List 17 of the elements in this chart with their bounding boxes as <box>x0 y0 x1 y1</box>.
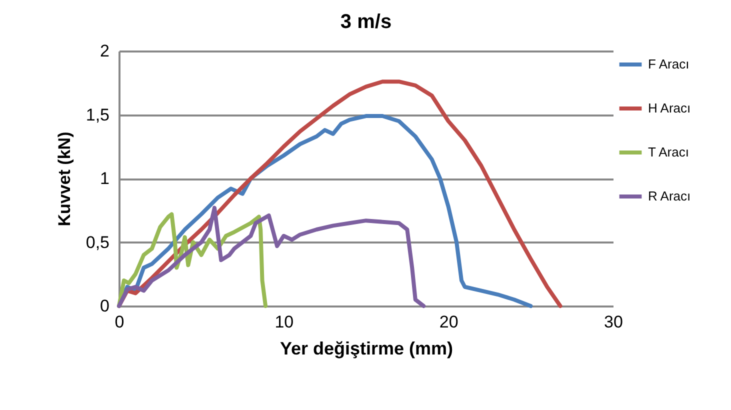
legend-label: R Aracı <box>648 188 691 204</box>
y-axis-title: Kuvvet (kN) <box>54 132 74 226</box>
x-tick-label: 0 <box>114 312 124 332</box>
y-tick-label: 1 <box>100 169 110 188</box>
chart-title: 3 m/s <box>340 11 392 33</box>
legend-label: F Aracı <box>648 56 690 72</box>
y-tick-label: 0,5 <box>86 232 110 252</box>
x-tick-label: 30 <box>604 312 623 332</box>
line-series <box>117 206 426 308</box>
x-tick-label: 20 <box>439 312 458 332</box>
x-axis-title: Yer değiştirme (mm) <box>280 338 454 358</box>
y-tick-label: 0 <box>100 296 110 316</box>
y-tick-label: 2 <box>100 42 110 60</box>
x-tick-label: 10 <box>274 312 294 332</box>
legend-label: H Aracı <box>648 100 691 116</box>
legend-label: T Aracı <box>648 144 689 160</box>
y-tick-label: 1,5 <box>86 105 110 124</box>
